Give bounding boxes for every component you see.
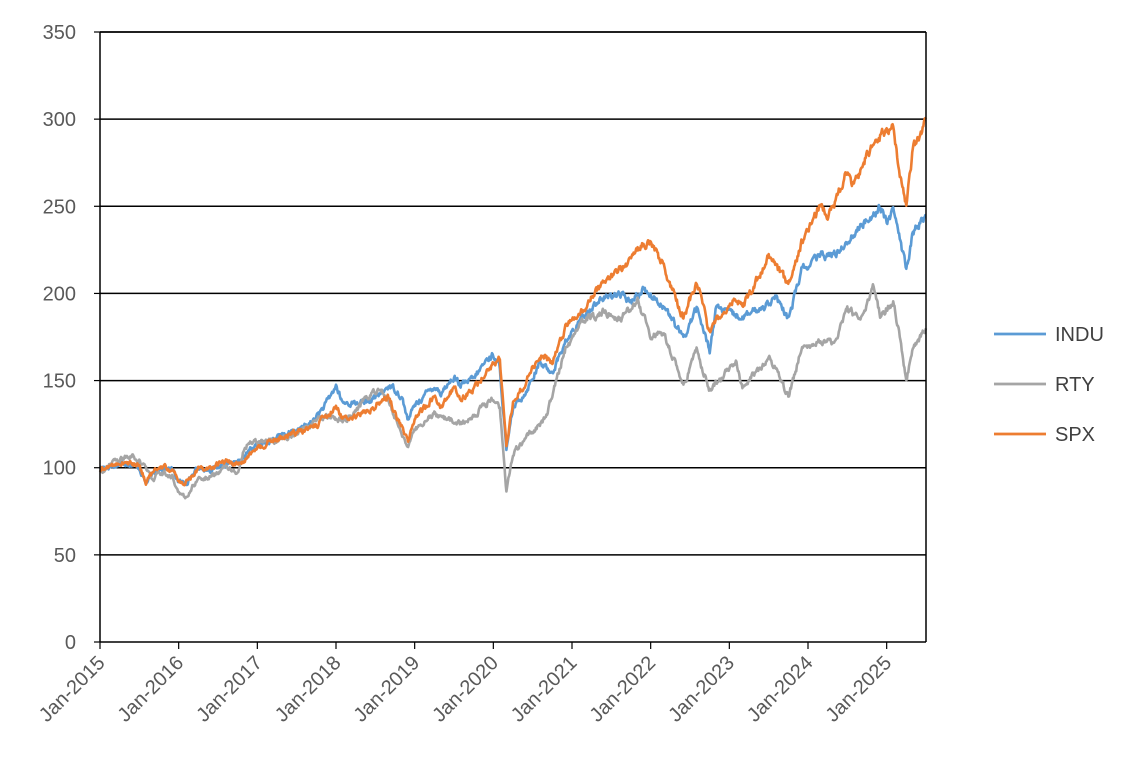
x-tick-label: Jan-2019 bbox=[350, 652, 425, 727]
x-tick-label: Jan-2015 bbox=[35, 652, 110, 727]
legend-label-indu: INDU bbox=[1055, 324, 1104, 346]
x-tick-label: Jan-2022 bbox=[586, 652, 661, 727]
series-line-indu bbox=[98, 203, 927, 487]
x-tick-label: Jan-2020 bbox=[428, 652, 503, 727]
y-tick-label: 50 bbox=[54, 545, 76, 567]
y-tick-label: 100 bbox=[43, 458, 76, 480]
x-tick-label: Jan-2021 bbox=[507, 652, 582, 727]
series-line-rty bbox=[98, 283, 928, 500]
x-tick-label: Jan-2016 bbox=[114, 652, 189, 727]
y-tick-label: 250 bbox=[43, 196, 76, 218]
legend: INDU RTY SPX bbox=[994, 324, 1104, 446]
y-tick-label: 300 bbox=[43, 109, 76, 131]
y-tick-label: 0 bbox=[65, 632, 76, 654]
x-tick-label: Jan-2018 bbox=[271, 652, 346, 727]
y-tick-label: 200 bbox=[43, 283, 76, 305]
legend-label-spx: SPX bbox=[1055, 424, 1095, 446]
gridlines bbox=[100, 31, 926, 556]
x-tick-label: Jan-2017 bbox=[192, 652, 267, 727]
series-lines bbox=[98, 116, 928, 500]
x-tick-label: Jan-2023 bbox=[664, 652, 739, 727]
y-tick-label: 350 bbox=[43, 22, 76, 44]
y-tick-label: 150 bbox=[43, 371, 76, 393]
x-tick-label: Jan-2025 bbox=[822, 652, 897, 727]
x-tick-label: Jan-2024 bbox=[743, 652, 818, 727]
legend-label-rty: RTY bbox=[1055, 374, 1095, 396]
series-line-spx bbox=[98, 116, 928, 487]
